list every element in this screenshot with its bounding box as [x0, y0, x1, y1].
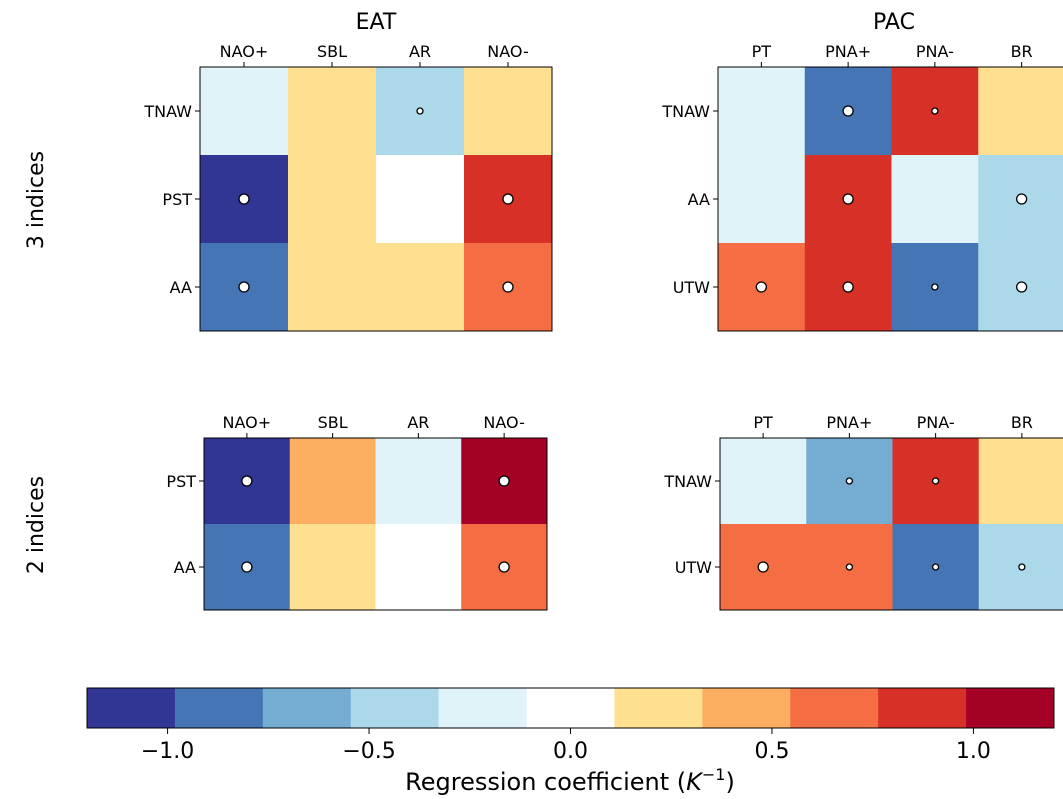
colorbar-label: Regression coefficient (K−1) — [405, 765, 735, 796]
x-tick-label: AR — [407, 413, 429, 432]
significance-marker — [1015, 281, 1028, 293]
heatmap-cell — [978, 438, 1063, 525]
x-tick-label: PT — [752, 42, 772, 61]
x-tick-label: SBL — [317, 42, 347, 61]
column-title-eat: EAT — [356, 10, 397, 35]
significance-marker — [498, 475, 510, 487]
x-tick-label: NAO- — [487, 42, 528, 61]
y-tick-label: TNAW — [663, 472, 712, 491]
x-tick-label: BR — [1011, 42, 1033, 61]
significance-marker — [931, 107, 939, 115]
significance-marker — [845, 563, 854, 571]
colorbar-swatch — [790, 688, 879, 728]
y-tick-label: TNAW — [143, 102, 192, 121]
heatmap-cell — [978, 67, 1063, 156]
heatmap-cell — [375, 438, 462, 525]
heatmap-cell — [464, 67, 553, 156]
heatmap-cell — [289, 438, 376, 525]
panel-frame — [203, 437, 548, 611]
y-tick-label: AA — [688, 190, 710, 209]
heatmap-cell — [376, 155, 465, 244]
significance-marker — [241, 475, 253, 487]
colorbar-swatch — [350, 688, 440, 728]
row-label-bottom: 2 indices — [24, 476, 49, 574]
significance-marker — [842, 281, 854, 293]
colorbar-swatch — [87, 688, 176, 728]
significance-marker — [845, 477, 854, 485]
row-label-top: 3 indices — [24, 151, 49, 249]
colorbar-swatch — [878, 688, 967, 728]
significance-marker — [238, 193, 250, 205]
heatmap-cell — [720, 438, 807, 525]
x-tick-label: PNA- — [917, 413, 955, 432]
x-tick-label: NAO+ — [220, 42, 269, 61]
x-tick-label: NAO+ — [223, 413, 272, 432]
significance-marker — [931, 283, 939, 291]
colorbar-swatch — [702, 688, 791, 728]
column-title-pac: PAC — [873, 10, 915, 35]
significance-marker — [755, 281, 768, 293]
heatmap-cell — [288, 243, 377, 332]
significance-marker — [502, 193, 514, 205]
significance-marker — [931, 477, 940, 485]
x-tick-label: SBL — [318, 413, 348, 432]
colorbar-tick-label: 0.0 — [553, 739, 588, 764]
heatmap-panel-pac-2-indices: PT PNA+ PNA- BR TNAW UTW — [663, 413, 1063, 611]
heatmap-cell — [718, 155, 806, 244]
colorbar-tick-label: 1.0 — [956, 739, 991, 764]
x-tick-label: PT — [753, 413, 773, 432]
x-tick-label: PNA+ — [826, 413, 872, 432]
colorbar-swatch — [526, 688, 615, 728]
y-tick-label: UTW — [673, 278, 710, 297]
significance-marker — [842, 105, 854, 117]
heatmap-cell — [200, 67, 289, 156]
colorbar-tick-label: 0.5 — [754, 739, 789, 764]
colorbar-swatch — [174, 688, 264, 728]
y-tick-label: AA — [174, 558, 196, 577]
colorbar: −1.0 −0.5 0.0 0.5 1.0 — [86, 687, 1055, 764]
heatmap-cell — [288, 67, 377, 156]
colorbar-swatch — [438, 688, 528, 728]
heatmap-cell — [891, 155, 979, 244]
colorbar-tick-label: −1.0 — [141, 739, 194, 764]
significance-marker — [931, 563, 940, 571]
heatmap-panel-pac-3-indices: PT PNA+ PNA- BR TNAW AA UTW — [661, 42, 1063, 332]
heatmap-cell — [288, 155, 377, 244]
x-tick-label: NAO- — [483, 413, 524, 432]
panel-frame — [719, 437, 1063, 611]
heatmap-cell — [718, 67, 806, 156]
colorbar-swatch — [262, 688, 352, 728]
significance-marker — [1018, 563, 1026, 571]
x-tick-label: PNA+ — [825, 42, 871, 61]
heatmap-cell — [289, 524, 376, 611]
significance-marker — [842, 193, 854, 205]
y-tick-label: PST — [166, 472, 196, 491]
heatmap-panel-eat-2-indices: NAO+ SBL AR NAO- PST AA — [166, 413, 548, 611]
x-tick-label: AR — [409, 42, 431, 61]
significance-marker — [238, 281, 250, 293]
y-tick-label: UTW — [675, 558, 712, 577]
y-tick-label: PST — [162, 190, 192, 209]
significance-marker — [757, 561, 769, 573]
significance-marker — [416, 107, 424, 115]
significance-marker — [1015, 193, 1028, 205]
colorbar-swatch — [614, 688, 703, 728]
x-tick-label: PNA- — [916, 42, 954, 61]
significance-marker — [498, 561, 510, 573]
colorbar-swatch — [966, 688, 1055, 728]
heatmap-cell — [375, 524, 462, 611]
significance-marker — [241, 561, 253, 573]
heatmap-cell — [376, 243, 465, 332]
heatmap-panel-eat-3-indices: NAO+ SBL AR NAO- TNAW PST AA — [143, 42, 553, 332]
colorbar-tick-label: −0.5 — [342, 739, 395, 764]
x-tick-label: BR — [1011, 413, 1033, 432]
y-tick-label: TNAW — [661, 102, 710, 121]
significance-marker — [502, 281, 514, 293]
y-tick-label: AA — [170, 278, 192, 297]
